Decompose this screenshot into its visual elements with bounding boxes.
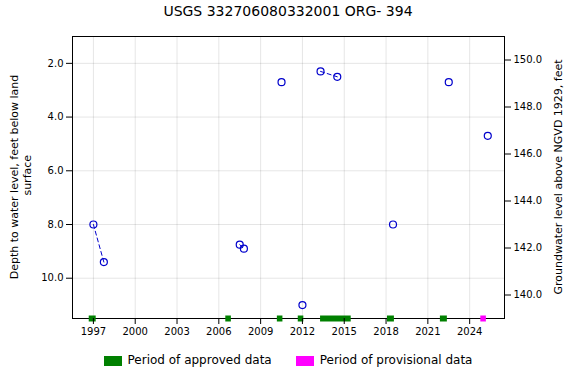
svg-text:140.0: 140.0 — [514, 289, 543, 300]
svg-text:2.0: 2.0 — [48, 58, 64, 69]
svg-text:2012: 2012 — [290, 326, 315, 337]
svg-text:148.0: 148.0 — [514, 101, 543, 112]
svg-text:8.0: 8.0 — [48, 219, 64, 230]
svg-text:1997: 1997 — [81, 326, 106, 337]
svg-text:Depth to water level, feet bel: Depth to water level, feet below land su… — [8, 75, 34, 280]
svg-text:2006: 2006 — [206, 326, 231, 337]
html-text:USGS 332706080332001 ORG- 394: USGS 332706080332001 ORG- 394 — [163, 3, 413, 19]
svg-text:2000: 2000 — [122, 326, 147, 337]
svg-text:10.0: 10.0 — [41, 272, 63, 283]
html-text:Period of provisional data: Period of provisional data — [319, 353, 473, 367]
svg-text:144.0: 144.0 — [514, 195, 543, 206]
svg-text:150.0: 150.0 — [514, 54, 543, 65]
svg-text:2021: 2021 — [415, 326, 440, 337]
svg-text:6.0: 6.0 — [48, 165, 64, 176]
svg-text:2018: 2018 — [373, 326, 398, 337]
svg-text:2003: 2003 — [164, 326, 189, 337]
svg-text:142.0: 142.0 — [514, 242, 543, 253]
svg-text:146.0: 146.0 — [514, 148, 543, 159]
svg-text:2024: 2024 — [457, 326, 482, 337]
svg-text:2009: 2009 — [248, 326, 273, 337]
svg-text:2015: 2015 — [332, 326, 357, 337]
svg-text:4.0: 4.0 — [48, 111, 64, 122]
svg-text:Groundwater level above NGVD 1: Groundwater level above NGVD 1929, feet — [552, 59, 565, 295]
html-text:Period of approved data: Period of approved data — [127, 353, 272, 367]
